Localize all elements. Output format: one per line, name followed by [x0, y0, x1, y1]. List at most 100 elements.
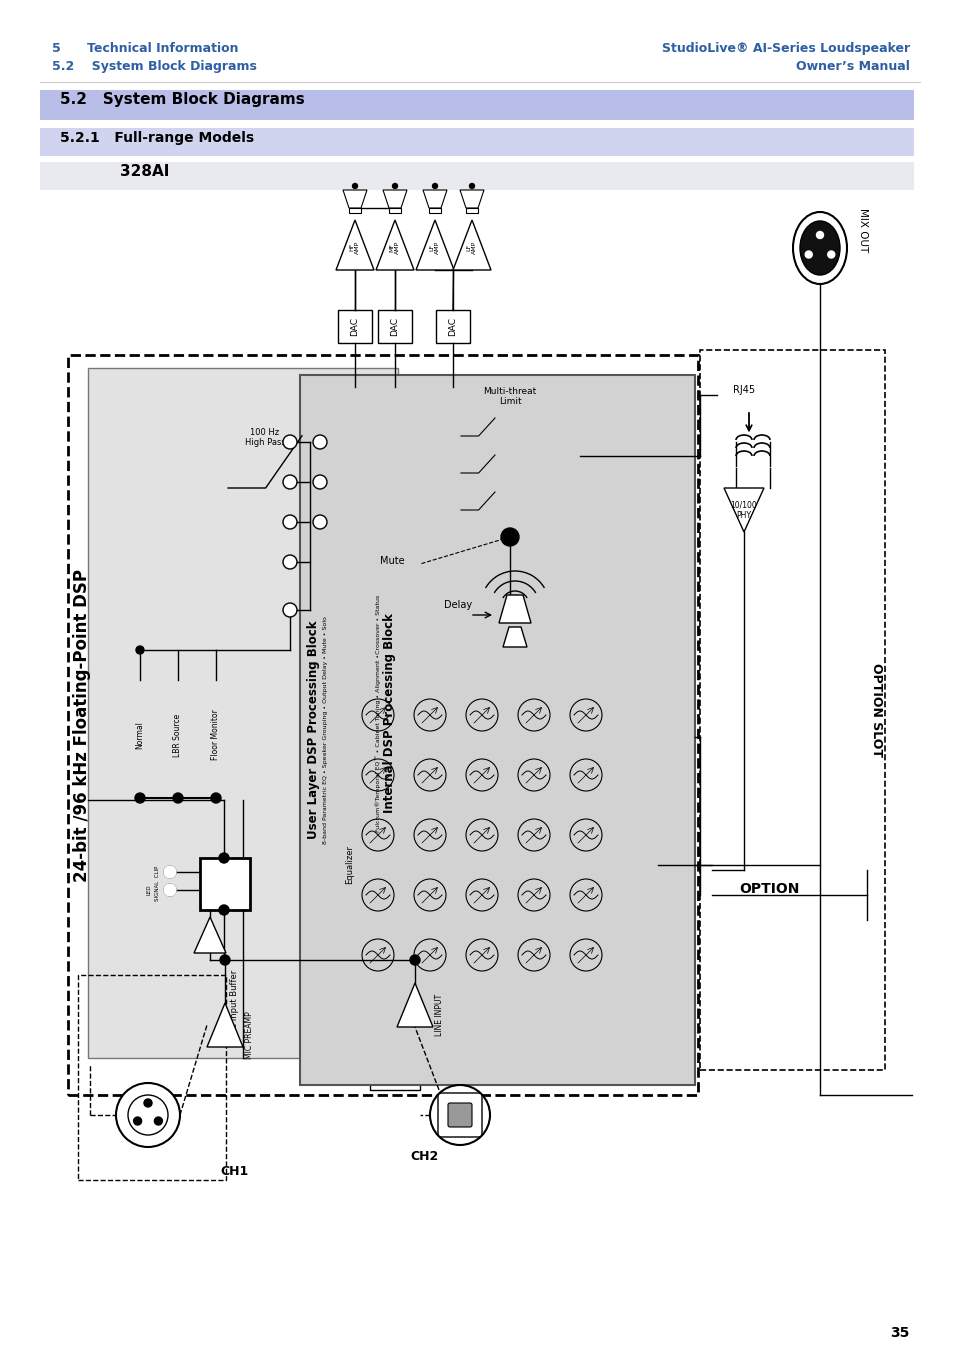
- Bar: [377, 310, 412, 343]
- Bar: [40, 162, 913, 190]
- Circle shape: [313, 514, 327, 529]
- FancyBboxPatch shape: [437, 1094, 481, 1137]
- Text: MF
AMP: MF AMP: [389, 240, 400, 254]
- Bar: [337, 680, 658, 1050]
- Bar: [711, 869, 826, 919]
- Bar: [337, 310, 372, 343]
- Text: Internal DSP Processing Block: Internal DSP Processing Block: [383, 613, 396, 813]
- Bar: [370, 1060, 419, 1089]
- Text: ADC: ADC: [217, 867, 233, 902]
- FancyBboxPatch shape: [448, 1103, 472, 1127]
- Text: 5.2   System Block Diagrams: 5.2 System Block Diagrams: [60, 92, 304, 107]
- Polygon shape: [343, 190, 367, 208]
- Circle shape: [469, 184, 474, 189]
- Bar: [457, 450, 497, 477]
- Text: 328AI: 328AI: [120, 163, 170, 180]
- Polygon shape: [453, 220, 491, 270]
- Bar: [299, 375, 695, 1085]
- Circle shape: [827, 251, 834, 258]
- Polygon shape: [207, 1003, 243, 1048]
- Bar: [220, 420, 310, 500]
- Text: 5      Technical Information: 5 Technical Information: [52, 42, 238, 55]
- Bar: [700, 350, 884, 1071]
- Text: StudioLive® AI-Series Loudspeaker: StudioLive® AI-Series Loudspeaker: [661, 42, 909, 55]
- Circle shape: [128, 1095, 168, 1135]
- Bar: [122, 680, 158, 790]
- Circle shape: [164, 865, 175, 878]
- Circle shape: [804, 251, 811, 258]
- Circle shape: [352, 184, 357, 189]
- Bar: [200, 859, 250, 910]
- Polygon shape: [723, 487, 763, 532]
- Text: CH1: CH1: [221, 1165, 249, 1179]
- Circle shape: [283, 475, 296, 489]
- Circle shape: [283, 514, 296, 529]
- Text: 5.2.1   Full-range Models: 5.2.1 Full-range Models: [60, 131, 253, 144]
- Circle shape: [410, 954, 419, 965]
- Bar: [522, 412, 562, 440]
- Circle shape: [154, 1116, 162, 1125]
- Polygon shape: [502, 626, 526, 647]
- Ellipse shape: [792, 212, 846, 284]
- Polygon shape: [335, 220, 374, 270]
- Text: Delay: Delay: [443, 599, 472, 610]
- Polygon shape: [465, 208, 477, 213]
- Polygon shape: [459, 190, 483, 208]
- Text: DAC: DAC: [448, 317, 457, 336]
- Circle shape: [500, 528, 518, 545]
- Text: 8-band Parametric EQ • Speaker Grouping • Output Delay • Mute • Solo: 8-band Parametric EQ • Speaker Grouping …: [323, 616, 328, 844]
- Polygon shape: [382, 190, 407, 208]
- Text: MIC PREAMP: MIC PREAMP: [245, 1011, 254, 1058]
- Circle shape: [164, 884, 175, 896]
- Text: DAC: DAC: [390, 317, 399, 336]
- Polygon shape: [498, 595, 531, 622]
- Text: OPTION SLOT: OPTION SLOT: [869, 663, 882, 757]
- Circle shape: [219, 853, 229, 863]
- Circle shape: [816, 231, 822, 239]
- Text: Fulcrum®Temporal EQ™ • Cabinet Tuning • Alignment •Crossover • Status: Fulcrum®Temporal EQ™ • Cabinet Tuning • …: [375, 594, 380, 832]
- Text: SIGNAL  CLIP: SIGNAL CLIP: [154, 865, 160, 902]
- Circle shape: [432, 184, 437, 189]
- Circle shape: [219, 904, 229, 915]
- Bar: [522, 450, 562, 477]
- Circle shape: [133, 1116, 141, 1125]
- Text: Equalizer: Equalizer: [345, 845, 355, 884]
- Circle shape: [220, 954, 230, 965]
- Text: LBR Source: LBR Source: [173, 713, 182, 756]
- Text: 5.2    System Block Diagrams: 5.2 System Block Diagrams: [52, 59, 256, 73]
- Text: LINE INPUT: LINE INPUT: [435, 994, 444, 1035]
- Bar: [439, 382, 579, 531]
- Text: Mute: Mute: [379, 556, 404, 566]
- Bar: [198, 680, 233, 790]
- Text: User Layer DSP Processing Block: User Layer DSP Processing Block: [307, 621, 320, 840]
- Text: 100 Hz
High Pass: 100 Hz High Pass: [244, 428, 285, 447]
- Polygon shape: [416, 220, 454, 270]
- Bar: [40, 128, 913, 157]
- Bar: [522, 486, 562, 514]
- Circle shape: [283, 435, 296, 450]
- Text: CH2: CH2: [411, 1150, 438, 1162]
- Text: LED: LED: [147, 884, 152, 895]
- Ellipse shape: [800, 221, 840, 275]
- Bar: [436, 310, 470, 343]
- Text: DAC: DAC: [350, 317, 359, 336]
- Circle shape: [116, 1083, 180, 1148]
- Circle shape: [313, 475, 327, 489]
- Text: Floor Monitor: Floor Monitor: [212, 710, 220, 760]
- Circle shape: [164, 884, 175, 896]
- Polygon shape: [429, 208, 440, 213]
- Text: MIX OUT: MIX OUT: [857, 208, 867, 252]
- Text: 35: 35: [890, 1326, 909, 1341]
- Text: ADC Input Buffer: ADC Input Buffer: [231, 971, 239, 1041]
- Circle shape: [135, 792, 145, 803]
- Circle shape: [164, 865, 175, 878]
- Circle shape: [283, 603, 296, 617]
- Text: Owner’s Manual: Owner’s Manual: [796, 59, 909, 73]
- Text: HF
AMP: HF AMP: [349, 240, 360, 254]
- Circle shape: [172, 792, 183, 803]
- Circle shape: [430, 1085, 490, 1145]
- Bar: [457, 412, 497, 440]
- Circle shape: [144, 1099, 152, 1107]
- Text: OPTION: OPTION: [738, 882, 799, 896]
- Circle shape: [136, 647, 144, 653]
